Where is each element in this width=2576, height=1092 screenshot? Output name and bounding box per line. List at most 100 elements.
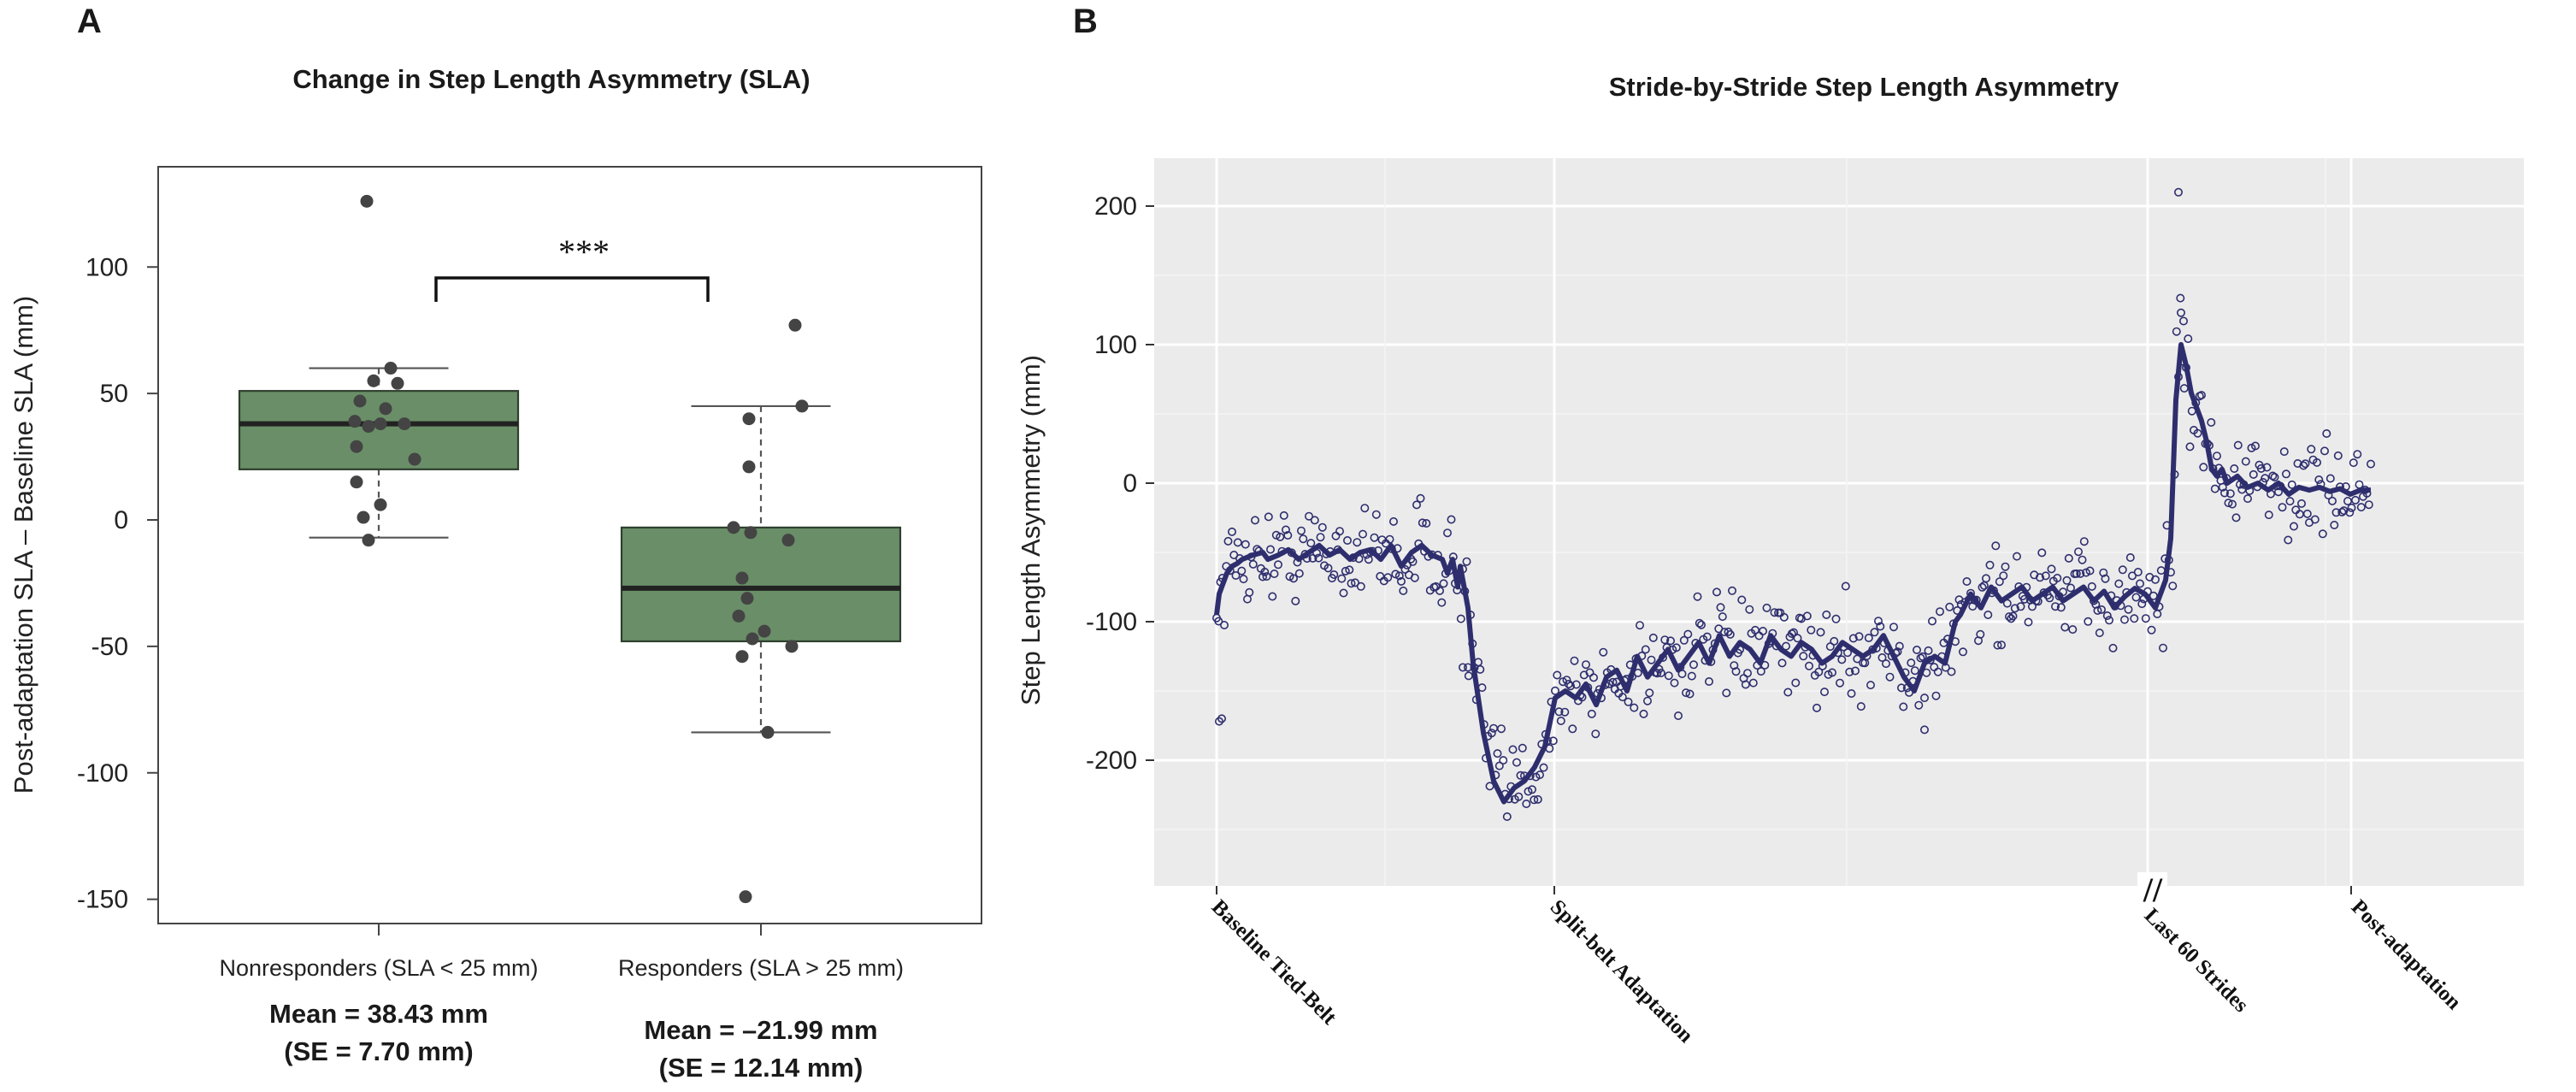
stride-point — [1985, 560, 1995, 570]
data-point — [742, 460, 756, 474]
data-point — [740, 592, 754, 605]
stride-point — [1928, 617, 1937, 626]
y-tick-label: 100 — [85, 253, 128, 281]
stride-point — [2001, 562, 2010, 571]
stride-point — [1712, 587, 1722, 597]
stride-point — [2064, 553, 2073, 563]
stride-point — [2084, 617, 2093, 626]
stride-point — [1897, 683, 1907, 693]
stride-point — [1370, 533, 1379, 542]
stride-point — [1487, 729, 1496, 738]
data-point — [757, 624, 771, 638]
stride-point — [2062, 576, 2072, 585]
panel-b-title: Stride-by-Stride Step Length Asymmetry — [1609, 72, 2119, 102]
stride-point — [2290, 522, 2299, 531]
data-point — [348, 415, 362, 428]
stride-point — [2285, 497, 2295, 506]
stride-point — [2325, 474, 2335, 483]
panel-a-groups: Nonresponders (SLA < 25 mm) Mean = 38.43 … — [220, 194, 904, 1083]
stride-point — [1864, 633, 1873, 642]
stride-point — [1554, 707, 1564, 717]
data-point — [360, 194, 374, 208]
stride-point — [2318, 529, 2327, 539]
stride-point — [1978, 582, 1987, 592]
stride-point — [2108, 643, 2118, 652]
stride-point — [1279, 511, 1288, 520]
stride-point — [1464, 671, 1473, 681]
stride-point — [2141, 614, 2150, 623]
stride-point — [2328, 496, 2337, 505]
stride-point — [1789, 628, 1799, 637]
stride-point — [1345, 565, 1354, 575]
stride-point — [1743, 669, 1753, 678]
panel-b-ylabel: Step Length Asymmetry (mm) — [1016, 355, 1046, 705]
stride-point — [1566, 682, 1576, 691]
stride-point — [2262, 463, 2272, 472]
stride-point — [1347, 579, 1356, 588]
stride-point — [1682, 688, 1691, 698]
stride-point — [2008, 611, 2018, 621]
stride-point — [2101, 574, 2110, 583]
y-tick-label: -200 — [1086, 747, 1137, 775]
stride-point — [2151, 575, 2160, 584]
panel-a-y-axis: 100 50 0 -50 -100 -150 — [77, 253, 158, 914]
stride-point — [1536, 770, 1545, 780]
stride-point — [1882, 659, 1891, 669]
data-point — [362, 534, 375, 547]
stride-point — [1643, 696, 1653, 705]
stride-point — [1805, 661, 1814, 670]
panel-a-ylabel: Post-adaptation SLA – Baseline SLA (mm) — [9, 296, 38, 794]
stride-point — [1677, 669, 1687, 678]
panel-b-background — [1154, 158, 2524, 886]
stride-point — [1762, 603, 1771, 612]
stride-point — [1359, 529, 1368, 539]
stride-point — [1530, 795, 1539, 805]
stride-point — [1843, 648, 1853, 658]
y-tick-label: -100 — [77, 759, 128, 788]
panel-a-plot: 100 50 0 -50 -100 -150 Nonresponders (SLA < 2… — [77, 166, 982, 1083]
data-point — [795, 399, 809, 413]
stride-point — [1845, 667, 1854, 676]
stride-point — [1959, 647, 1968, 657]
stride-point — [2045, 593, 2054, 603]
stride-point — [2016, 602, 2025, 611]
stride-point — [1270, 569, 1279, 578]
stride-point — [2278, 503, 2287, 512]
stride-point — [2095, 629, 2104, 638]
stride-point — [1418, 518, 1427, 528]
stride-point-outlier — [1459, 663, 1468, 672]
significance-stars: *** — [558, 233, 610, 271]
stride-point — [2243, 494, 2253, 504]
stride-point — [1493, 749, 1502, 758]
stride-point — [1512, 758, 1522, 767]
stride-point — [2264, 511, 2273, 520]
stride-point — [2072, 569, 2081, 578]
stride-point — [1356, 581, 1365, 591]
stride-point — [1264, 512, 1273, 522]
phase-label-split-belt: Split-belt Adaptation — [1546, 895, 1698, 1048]
stride-point — [2099, 568, 2108, 577]
stride-point — [2207, 417, 2216, 427]
stride-point — [2087, 581, 2096, 591]
stride-point — [2251, 441, 2261, 451]
stride-point — [2047, 564, 2056, 574]
data-point — [374, 498, 387, 511]
stride-point — [2233, 440, 2243, 450]
stride-point — [1553, 670, 1562, 680]
data-point — [742, 412, 756, 426]
stride-point — [2345, 508, 2355, 517]
stride-point — [2301, 459, 2310, 469]
stride-point — [2356, 503, 2366, 512]
stride-point — [2313, 457, 2322, 467]
stride-point — [1570, 656, 1579, 665]
stride-point — [1551, 686, 1560, 695]
stride-point — [2230, 463, 2239, 473]
stride-point — [2128, 571, 2137, 581]
stride-point — [1920, 694, 1930, 703]
data-point — [732, 609, 746, 623]
stride-point — [2297, 499, 2307, 508]
stride-point — [1571, 680, 1581, 689]
stride-point — [1913, 645, 1922, 654]
stride-point — [1522, 799, 1531, 808]
stride-point — [1856, 702, 1866, 711]
